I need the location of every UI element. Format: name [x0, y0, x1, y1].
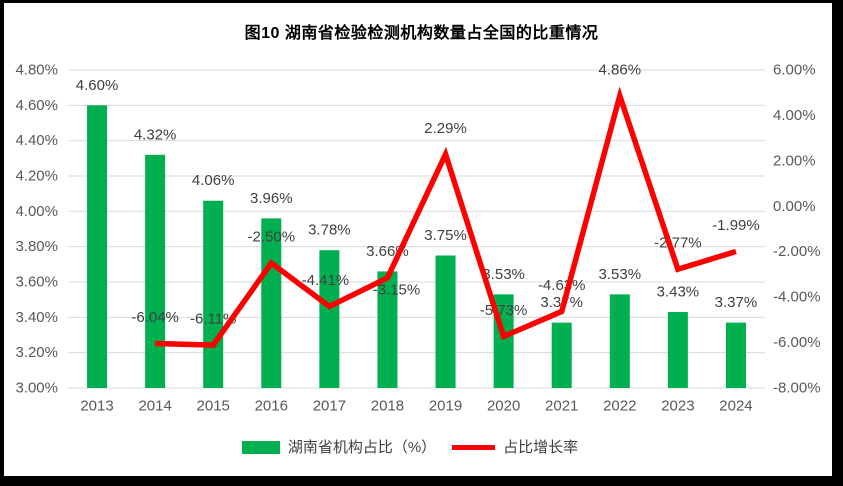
x-axis-label: 2019: [429, 398, 462, 415]
x-axis-label: 2016: [255, 398, 288, 415]
bar-value-label: 3.37%: [715, 294, 758, 311]
line-series-swatch: [452, 444, 496, 450]
left-axis-tick-label: 4.60%: [15, 97, 58, 114]
bar: [551, 322, 572, 388]
bar-value-label: 4.32%: [134, 126, 177, 143]
frame-border-top: [0, 0, 843, 3]
left-axis-tick-label: 3.00%: [15, 380, 58, 397]
x-axis-label: 2017: [313, 398, 346, 415]
x-axis-label: 2020: [487, 398, 520, 415]
left-axis-tick-label: 4.00%: [15, 203, 58, 220]
bar: [87, 105, 108, 388]
legend-item-line-series: 占比增长率: [452, 440, 578, 455]
bar: [435, 255, 456, 388]
bar: [609, 294, 630, 388]
x-axis-label: 2023: [661, 398, 694, 415]
right-axis-tick-label: 6.00%: [773, 62, 816, 79]
bar: [319, 250, 340, 388]
bar-value-label: 3.78%: [308, 222, 351, 239]
bar-series-legend-label: 湖南省机构占比（%）: [287, 438, 437, 456]
right-axis-tick-label: 4.00%: [773, 107, 816, 124]
x-axis-label: 2024: [719, 398, 752, 415]
line-series-legend-label: 占比增长率: [503, 438, 579, 456]
x-axis-label: 2021: [545, 398, 578, 415]
bar-value-label: 4.60%: [76, 77, 119, 94]
line-value-label: 4.86%: [599, 61, 642, 78]
line-value-label: -6.04%: [131, 309, 179, 326]
bar-value-label: 3.53%: [599, 266, 642, 283]
line-value-label: -2.50%: [248, 229, 296, 246]
left-axis-tick-label: 3.80%: [15, 238, 58, 255]
x-axis-label: 2013: [80, 398, 113, 415]
bar-value-label: 4.06%: [192, 172, 235, 189]
growth-rate-line: [155, 86, 737, 348]
bar: [261, 218, 282, 388]
chart-title: 图10 湖南省检验检测机构数量占全国的比重情况: [244, 25, 599, 42]
legend-item-bar-series: 湖南省机构占比（%）: [241, 438, 437, 456]
left-axis-tick-label: 3.40%: [15, 309, 58, 326]
bar-value-label: 3.53%: [482, 266, 525, 283]
x-axis-label: 2014: [138, 398, 171, 415]
left-axis-tick-label: 4.40%: [15, 132, 58, 149]
frame-border-left: [0, 0, 4, 486]
x-axis-label: 2018: [371, 398, 404, 415]
bar-series-swatch: [241, 440, 280, 454]
right-axis-tick-label: -6.00%: [773, 334, 821, 351]
bar-value-label: 3.75%: [424, 227, 467, 244]
line-value-label: -2.77%: [654, 235, 702, 252]
line-value-label: -1.99%: [712, 217, 760, 234]
right-axis-tick-label: 2.00%: [773, 152, 816, 169]
left-axis-tick-label: 4.20%: [15, 168, 58, 185]
x-axis-label: 2022: [603, 398, 636, 415]
right-axis-tick-label: 0.00%: [773, 198, 816, 215]
bar-value-label: 3.43%: [657, 284, 700, 301]
line-value-label: 2.29%: [424, 120, 467, 137]
left-axis-tick-label: 4.80%: [15, 62, 58, 79]
bar: [667, 312, 688, 388]
bar-value-label: 3.96%: [250, 190, 293, 207]
frame-border-right: [832, 0, 843, 486]
line-value-label: -4.63%: [538, 277, 586, 294]
right-axis-tick-label: -4.00%: [773, 289, 821, 306]
line-value-label: -3.15%: [373, 281, 421, 298]
left-axis-tick-label: 3.20%: [15, 344, 58, 361]
right-axis-tick-label: -8.00%: [773, 380, 821, 397]
right-axis-tick-label: -2.00%: [773, 243, 821, 260]
bar: [377, 271, 398, 388]
left-axis-tick-label: 3.60%: [15, 274, 58, 291]
bar: [203, 200, 224, 388]
bar: [725, 322, 746, 388]
legend: 湖南省机构占比（%） 占比增长率: [0, 436, 820, 458]
line-value-label: -4.41%: [302, 272, 350, 289]
frame-border-bottom: [0, 476, 843, 486]
line-value-label: -6.11%: [190, 311, 236, 328]
line-value-label: -5.73%: [480, 302, 528, 319]
bar: [145, 154, 166, 388]
x-axis-label: 2015: [197, 398, 230, 415]
